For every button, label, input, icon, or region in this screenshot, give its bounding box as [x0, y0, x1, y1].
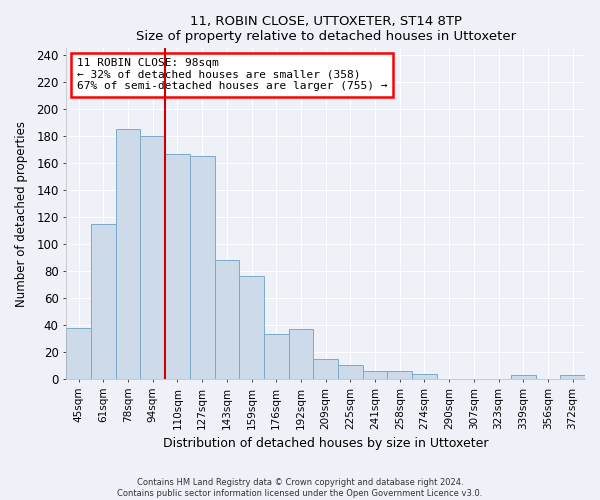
- Bar: [289, 329, 313, 379]
- Title: 11, ROBIN CLOSE, UTTOXETER, ST14 8TP
Size of property relative to detached house: 11, ROBIN CLOSE, UTTOXETER, ST14 8TP Siz…: [136, 15, 516, 43]
- Bar: [363, 371, 388, 379]
- Bar: [560, 375, 585, 379]
- Bar: [264, 334, 289, 379]
- Bar: [412, 374, 437, 379]
- Text: Contains HM Land Registry data © Crown copyright and database right 2024.
Contai: Contains HM Land Registry data © Crown c…: [118, 478, 482, 498]
- Bar: [239, 276, 264, 379]
- Text: 11 ROBIN CLOSE: 98sqm
← 32% of detached houses are smaller (358)
67% of semi-det: 11 ROBIN CLOSE: 98sqm ← 32% of detached …: [77, 58, 387, 92]
- Bar: [165, 154, 190, 379]
- Bar: [338, 366, 363, 379]
- Bar: [190, 156, 215, 379]
- Bar: [116, 130, 140, 379]
- Bar: [511, 375, 536, 379]
- Y-axis label: Number of detached properties: Number of detached properties: [15, 120, 28, 306]
- Bar: [140, 136, 165, 379]
- Bar: [67, 328, 91, 379]
- Bar: [313, 358, 338, 379]
- Bar: [215, 260, 239, 379]
- Bar: [91, 224, 116, 379]
- X-axis label: Distribution of detached houses by size in Uttoxeter: Distribution of detached houses by size …: [163, 437, 488, 450]
- Bar: [388, 371, 412, 379]
